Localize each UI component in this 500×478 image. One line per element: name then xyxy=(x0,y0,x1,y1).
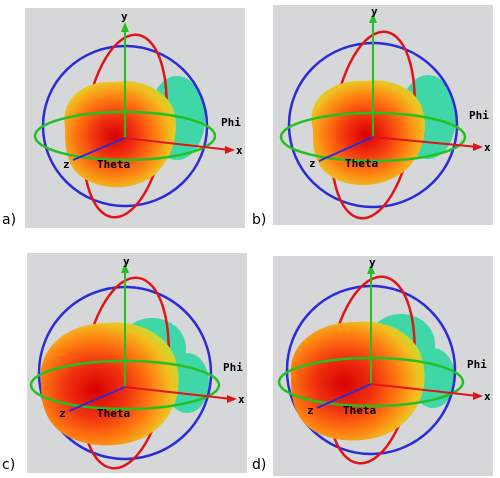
pattern-panel-b: y x z Phi Theta xyxy=(273,5,493,225)
x-arrow xyxy=(225,146,235,154)
main-lobe xyxy=(64,81,176,188)
phi-label: Phi xyxy=(469,109,489,122)
z-axis xyxy=(68,386,126,412)
z-axis xyxy=(318,136,374,162)
z-axis-label: z xyxy=(59,407,66,420)
z-axis-label: z xyxy=(309,157,316,170)
y-axis-label: y xyxy=(369,256,376,269)
theta-label: Theta xyxy=(97,407,130,420)
y-arrow xyxy=(121,22,129,32)
z-axis xyxy=(72,137,126,161)
x-axis xyxy=(372,136,479,148)
y-axis-label: y xyxy=(371,5,378,18)
main-lobe xyxy=(40,322,179,446)
z-axis-label: z xyxy=(63,158,70,171)
radiation-pattern-c: y x z Phi Theta xyxy=(29,255,245,470)
x-axis xyxy=(124,137,231,151)
radiation-pattern-a: y x z Phi Theta xyxy=(33,10,243,219)
radiation-pattern-d: y x z Phi Theta xyxy=(277,256,491,465)
x-arrow xyxy=(473,143,483,151)
phi-label: Phi xyxy=(467,358,487,371)
x-axis xyxy=(370,383,479,397)
main-lobe xyxy=(290,321,425,441)
pattern-panel-a: y x z Phi Theta xyxy=(25,8,245,228)
panel-label-c: c) xyxy=(2,457,16,473)
z-axis xyxy=(316,383,372,409)
phi-label: Phi xyxy=(223,361,243,374)
x-arrow xyxy=(473,392,483,400)
panel-label-b: b) xyxy=(252,212,267,228)
x-axis-label: x xyxy=(484,390,491,403)
y-arrow xyxy=(369,13,377,23)
panel-label-d: d) xyxy=(252,457,267,473)
theta-label: Theta xyxy=(97,158,130,171)
y-axis-label: y xyxy=(121,10,128,23)
radiation-pattern-b: y x z Phi Theta xyxy=(279,5,491,220)
x-arrow xyxy=(227,395,237,403)
y-axis-label: y xyxy=(123,255,130,268)
y-arrow xyxy=(367,264,375,274)
theta-label: Theta xyxy=(343,404,376,417)
theta-label: Theta xyxy=(345,157,378,170)
x-axis-label: x xyxy=(484,141,491,154)
y-arrow xyxy=(121,263,129,273)
z-axis-label: z xyxy=(307,404,314,417)
pattern-panel-d: y x z Phi Theta xyxy=(273,256,493,476)
x-axis-label: x xyxy=(236,144,243,157)
pattern-panel-c: y x z Phi Theta xyxy=(27,253,247,473)
panel-label-a: a) xyxy=(2,212,17,228)
x-axis-label: x xyxy=(238,393,245,406)
x-axis xyxy=(124,386,233,400)
phi-label: Phi xyxy=(221,116,241,129)
